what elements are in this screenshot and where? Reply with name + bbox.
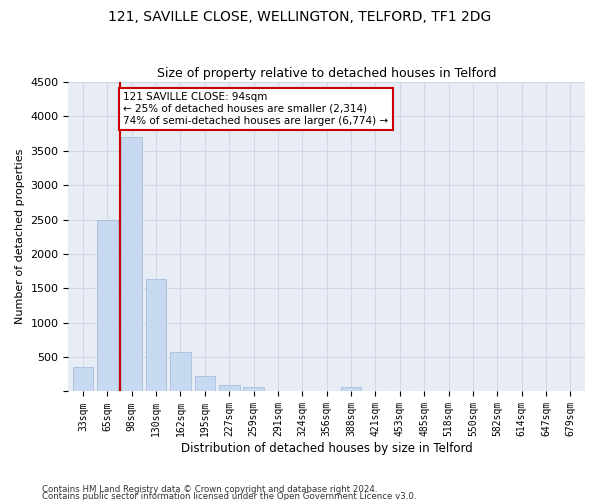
Text: 121 SAVILLE CLOSE: 94sqm
← 25% of detached houses are smaller (2,314)
74% of sem: 121 SAVILLE CLOSE: 94sqm ← 25% of detach… <box>123 92 388 126</box>
Bar <box>194 376 215 392</box>
Bar <box>243 388 264 392</box>
Text: Contains HM Land Registry data © Crown copyright and database right 2024.: Contains HM Land Registry data © Crown c… <box>42 486 377 494</box>
Y-axis label: Number of detached properties: Number of detached properties <box>15 149 25 324</box>
Bar <box>219 384 239 392</box>
Text: Contains public sector information licensed under the Open Government Licence v3: Contains public sector information licen… <box>42 492 416 500</box>
Title: Size of property relative to detached houses in Telford: Size of property relative to detached ho… <box>157 66 496 80</box>
Text: 121, SAVILLE CLOSE, WELLINGTON, TELFORD, TF1 2DG: 121, SAVILLE CLOSE, WELLINGTON, TELFORD,… <box>109 10 491 24</box>
X-axis label: Distribution of detached houses by size in Telford: Distribution of detached houses by size … <box>181 442 473 455</box>
Bar <box>341 388 361 392</box>
Bar <box>73 368 94 392</box>
Bar <box>170 352 191 392</box>
Bar <box>121 137 142 392</box>
Bar <box>146 278 166 392</box>
Bar <box>97 220 118 392</box>
